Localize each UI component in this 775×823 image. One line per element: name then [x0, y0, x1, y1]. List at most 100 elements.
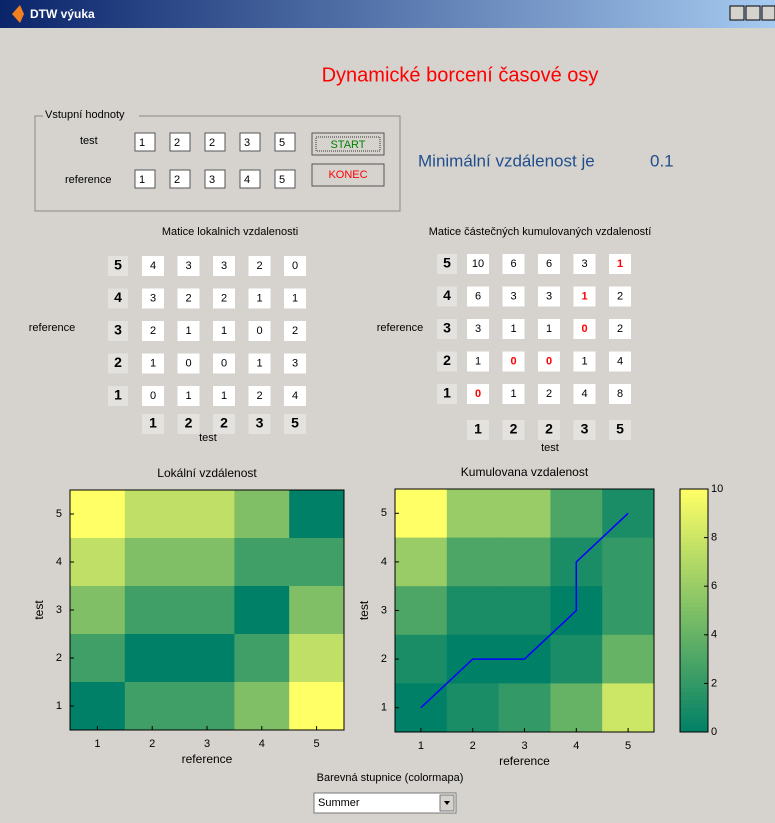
window-controls[interactable] [729, 5, 775, 21]
matrix-cell [248, 321, 271, 341]
colorbar-slice [680, 707, 708, 713]
col-header [573, 420, 596, 440]
heatmap-cell [234, 538, 290, 587]
window-title: DTW výuka [30, 7, 95, 21]
heatmap-cell [395, 489, 448, 539]
matrix-value: 3 [292, 357, 298, 369]
reference-input[interactable] [134, 169, 156, 189]
heatmap-cell [124, 634, 181, 683]
heatmap-cell [550, 634, 603, 684]
heatmap-cell [446, 489, 500, 539]
reference-input-value: 4 [244, 174, 250, 186]
col-header-label: 2 [185, 415, 193, 431]
matrix-cell [502, 384, 525, 404]
heatmap-cell [602, 586, 655, 636]
test-input-value: 5 [279, 137, 285, 149]
test-input[interactable] [169, 132, 191, 152]
row-header-label: 5 [443, 255, 451, 271]
matrix-title: Matice lokalnich vzdalenosti [162, 226, 298, 238]
matrix-value: 2 [185, 292, 191, 304]
matrix-cell [248, 386, 271, 406]
matrix-value: 0 [475, 388, 481, 400]
colorbar-tick-label: 0 [711, 726, 717, 738]
y-tick-label: 2 [56, 652, 62, 664]
col-header [609, 420, 631, 440]
matrix-cell [177, 321, 200, 341]
matrix-cell [142, 386, 164, 406]
test-input[interactable] [274, 132, 296, 152]
matrix-cell [177, 386, 200, 406]
matrix-value: 1 [256, 292, 262, 304]
colorbar-slice [680, 614, 708, 620]
row-header-label: 1 [114, 387, 122, 403]
colormap-dropdown[interactable] [313, 792, 457, 814]
end-button[interactable] [311, 163, 385, 187]
matrix-cell [467, 286, 489, 307]
heatmap-cell [234, 586, 290, 635]
x-tick-label: 1 [94, 738, 100, 750]
x-tick-label: 2 [470, 740, 476, 752]
heatmap-cell [179, 490, 235, 539]
test-input-value: 1 [139, 137, 145, 149]
reference-input[interactable] [204, 169, 226, 189]
colorbar-slice [680, 578, 708, 583]
test-input[interactable] [134, 132, 156, 152]
matrix-value: 3 [150, 292, 156, 304]
colorbar-slice [680, 630, 708, 636]
colorbar-slice [680, 493, 708, 498]
colorbar-slice [680, 618, 708, 624]
matrix-cell [609, 254, 631, 274]
colorbar-slice [680, 703, 708, 709]
reference-input[interactable] [169, 169, 191, 189]
matrix-cell [213, 321, 235, 341]
y-tick-label: 1 [56, 700, 62, 712]
matrix-cell [502, 319, 525, 339]
heatmap-cell [70, 586, 126, 635]
heatmap-cell [446, 683, 500, 733]
colorbar-slice [680, 501, 708, 506]
colorbar-slice [680, 602, 708, 607]
test-input[interactable] [239, 132, 261, 152]
colorbar-slice [680, 679, 708, 684]
heatmap-cell [124, 538, 181, 587]
matrix-cell [284, 256, 306, 276]
row-header-label: 2 [443, 352, 451, 368]
reference-input[interactable] [239, 169, 261, 189]
matrix-value: 1 [185, 390, 191, 402]
matrix-value: 1 [221, 390, 227, 402]
colorbar-slice [680, 537, 708, 543]
reference-label: reference [65, 174, 111, 186]
colorbar-slice [680, 626, 708, 632]
col-header-label: 2 [545, 421, 553, 437]
matrix-value: 2 [617, 290, 623, 302]
focus-ring [315, 136, 381, 152]
close-button[interactable] [761, 5, 775, 21]
minimize-button[interactable] [729, 5, 745, 21]
matrix-cell [142, 353, 164, 374]
row-header [108, 321, 128, 341]
matrix-cell [284, 386, 306, 406]
colorbar-slice [680, 719, 708, 725]
y-tick-label: 2 [381, 653, 387, 665]
matrix-cell [213, 256, 235, 276]
matrix-value: 0 [150, 390, 156, 402]
start-button[interactable] [311, 132, 385, 156]
test-input[interactable] [204, 132, 226, 152]
reference-input[interactable] [274, 169, 296, 189]
matrix-value: 2 [256, 260, 262, 272]
colorbar-slice [680, 570, 708, 575]
matrix-cell [467, 319, 489, 339]
matrix-value: 0 [256, 325, 262, 337]
row-header-label: 1 [443, 385, 451, 401]
reference-input-value: 2 [174, 174, 180, 186]
matrix-value: 4 [150, 260, 156, 272]
chart-title: Kumulovana vzdalenost [461, 465, 589, 479]
row-header [437, 384, 457, 404]
x-tick-label: 4 [573, 740, 579, 752]
colorbar-slice [680, 634, 708, 640]
colorbar-slice [680, 549, 708, 555]
matrix-cell [538, 286, 560, 307]
y-tick-label: 5 [381, 507, 387, 519]
maximize-button[interactable] [745, 5, 761, 21]
row-header [437, 351, 457, 372]
